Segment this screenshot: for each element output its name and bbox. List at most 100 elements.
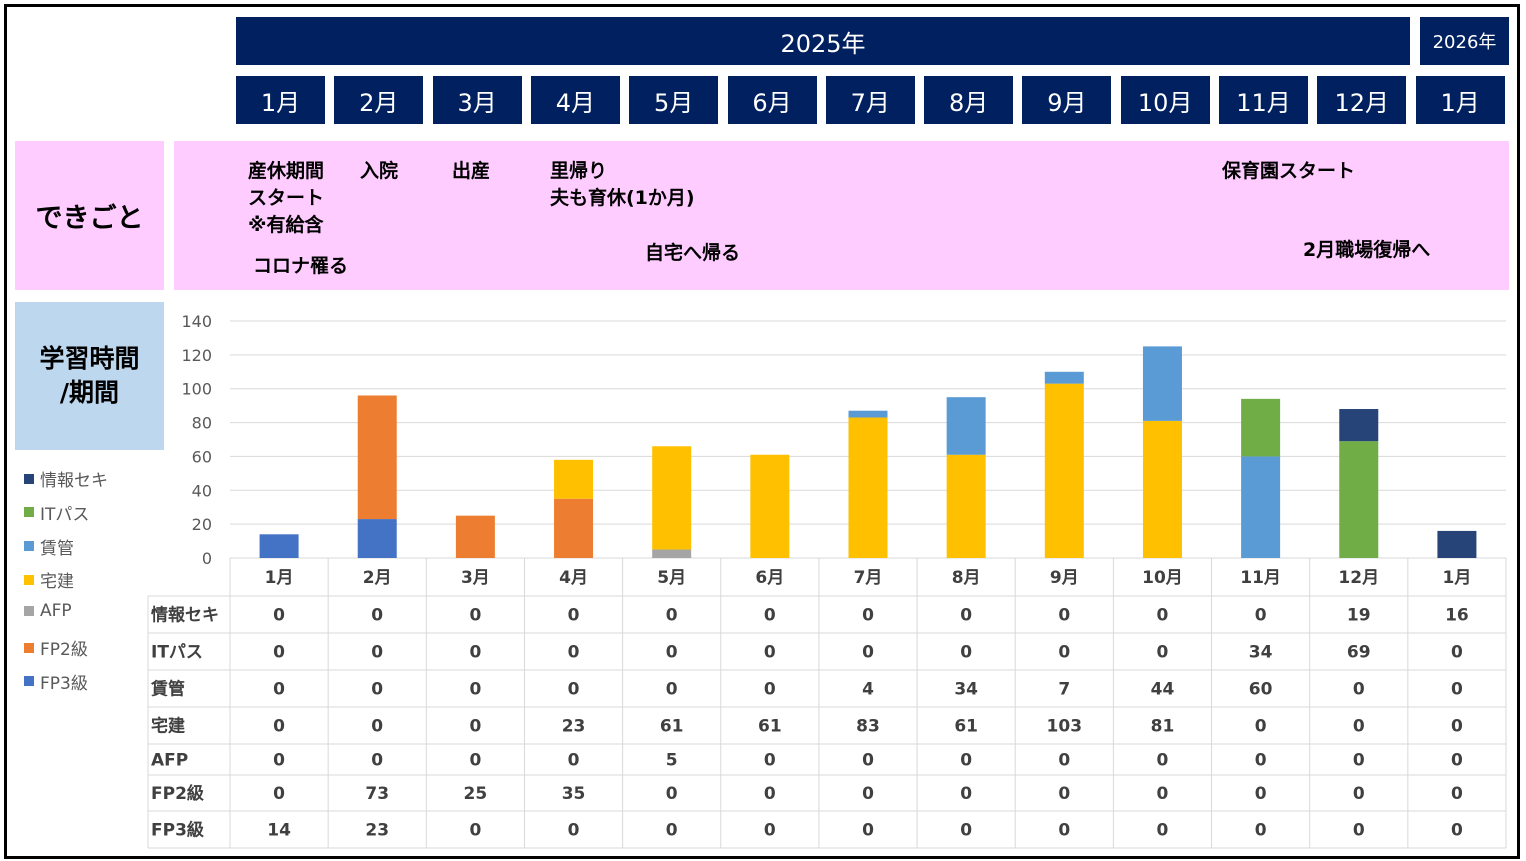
table-cell-value: 0 (960, 606, 972, 626)
table-cell-value: 0 (764, 784, 776, 804)
table-cell-value: 69 (1347, 643, 1371, 663)
table-cell-value: 0 (960, 821, 972, 841)
study-label-line2: /期間 (59, 378, 120, 407)
table-row-label: 賃管 (150, 679, 185, 700)
table-cell-value: 0 (1255, 606, 1267, 626)
x-tick-label: 5月 (657, 568, 686, 588)
table-cell-value: 0 (862, 821, 874, 841)
legend-label: 賃管 (40, 538, 74, 559)
table-cell-value: 0 (1157, 751, 1169, 771)
table-cell-value: 23 (562, 717, 586, 737)
month-header-12: 12月 (1317, 76, 1407, 124)
bar-宅建-4 (554, 459, 594, 499)
table-cell-value: 0 (1353, 717, 1365, 737)
table-cell-value: 0 (862, 751, 874, 771)
table-cell-value: 14 (267, 821, 291, 841)
table-cell-value: 0 (273, 680, 285, 700)
legend-label: AFP (40, 601, 72, 622)
table-cell-value: 0 (568, 751, 580, 771)
table-cell-value: 0 (764, 606, 776, 626)
x-tick-label: 7月 (854, 568, 883, 588)
table-cell-value: 0 (1058, 751, 1070, 771)
legend-label: 宅建 (40, 572, 74, 593)
legend-item: FP2級 (24, 635, 88, 660)
table-cell-value: 0 (273, 643, 285, 663)
table-cell-value: 0 (1157, 821, 1169, 841)
table-cell-value: 61 (758, 717, 782, 737)
table-cell-value: 7 (1058, 680, 1070, 700)
legend-swatch (24, 541, 34, 552)
table-cell-value: 0 (666, 643, 678, 663)
table-cell-value: 0 (1255, 751, 1267, 771)
table-cell-value: 0 (1157, 784, 1169, 804)
table-row-label: 宅建 (151, 716, 185, 737)
table-cell-value: 83 (856, 717, 880, 737)
table-cell-value: 5 (666, 751, 678, 771)
table-cell-value: 0 (960, 751, 972, 771)
y-tick-label: 60 (192, 447, 212, 466)
bar-FP3級-1 (259, 534, 299, 558)
bar-情報セキ-13 (1437, 530, 1477, 558)
x-tick-label: 1月 (1443, 568, 1472, 588)
table-cell-value: 16 (1445, 606, 1469, 626)
table-row-label: ITパス (151, 643, 203, 663)
table-cell-value: 0 (469, 717, 481, 737)
event-homecoming: 里帰り 夫も育休(1か月) (550, 160, 695, 209)
legend-label: FP2級 (40, 640, 88, 660)
month-header-11: 11月 (1219, 76, 1308, 124)
table-cell-value: 0 (1451, 643, 1463, 663)
bar-宅建-10 (1142, 420, 1182, 558)
table-cell-value: 0 (1353, 821, 1365, 841)
month-header-9: 9月 (1022, 76, 1112, 124)
bar-賃管-9 (1044, 371, 1084, 384)
legend-item: AFP (24, 601, 72, 621)
legend-label: 情報セキ (40, 471, 108, 491)
bar-宅建-8 (946, 454, 986, 558)
table-cell-value: 0 (371, 680, 383, 700)
table-cell-value: 0 (1255, 821, 1267, 841)
table-cell-value: 0 (371, 717, 383, 737)
table-cell-value: 0 (568, 821, 580, 841)
x-tick-label: 2月 (363, 568, 392, 588)
legend-item: 賃管 (24, 534, 74, 559)
table-row-label: FP2級 (151, 783, 204, 804)
table-cell-value: 0 (666, 606, 678, 626)
table-cell-value: 0 (273, 751, 285, 771)
table-cell-value: 0 (1058, 643, 1070, 663)
table-cell-value: 0 (1451, 784, 1463, 804)
bar-FP2級-4 (554, 498, 594, 558)
table-cell-value: 0 (764, 821, 776, 841)
legend-swatch (24, 473, 34, 484)
table-cell-value: 35 (562, 784, 586, 804)
event-maternity: 産休期間 スタート ※有給含 (248, 160, 325, 236)
table-cell-value: 0 (1451, 680, 1463, 700)
y-tick-label: 40 (192, 481, 212, 500)
table-row-label: 情報セキ (151, 605, 219, 626)
x-tick-label: 9月 (1050, 568, 1079, 588)
y-tick-label: 80 (192, 414, 212, 433)
table-cell-value: 34 (1249, 643, 1273, 663)
events-label: できごと (15, 141, 164, 290)
table-cell-value: 23 (365, 821, 389, 841)
table-cell-value: 0 (1451, 821, 1463, 841)
table-cell-value: 0 (469, 751, 481, 771)
table-cell-value: 0 (862, 643, 874, 663)
table-cell-value: 0 (568, 643, 580, 663)
table-cell-value: 0 (764, 680, 776, 700)
month-header-3: 3月 (432, 76, 522, 124)
table-cell-value: 0 (469, 606, 481, 626)
month-header-2: 2月 (334, 76, 424, 124)
legend-swatch (24, 606, 34, 617)
legend-swatch (24, 507, 34, 518)
x-tick-label: 1月 (265, 568, 294, 588)
bar-FP2級-3 (455, 515, 495, 558)
table-cell-value: 0 (469, 680, 481, 700)
legend-item: 宅建 (24, 567, 74, 592)
year-2025-header: 2025年 (236, 17, 1410, 65)
table-cell-value: 0 (568, 680, 580, 700)
table-cell-value: 103 (1047, 717, 1083, 737)
bar-宅建-5 (652, 446, 692, 550)
table-cell-value: 0 (666, 784, 678, 804)
table-cell-value: 0 (273, 784, 285, 804)
table-cell-value: 0 (469, 821, 481, 841)
